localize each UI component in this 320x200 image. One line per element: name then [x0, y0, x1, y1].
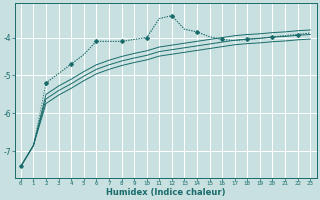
- X-axis label: Humidex (Indice chaleur): Humidex (Indice chaleur): [106, 188, 225, 197]
